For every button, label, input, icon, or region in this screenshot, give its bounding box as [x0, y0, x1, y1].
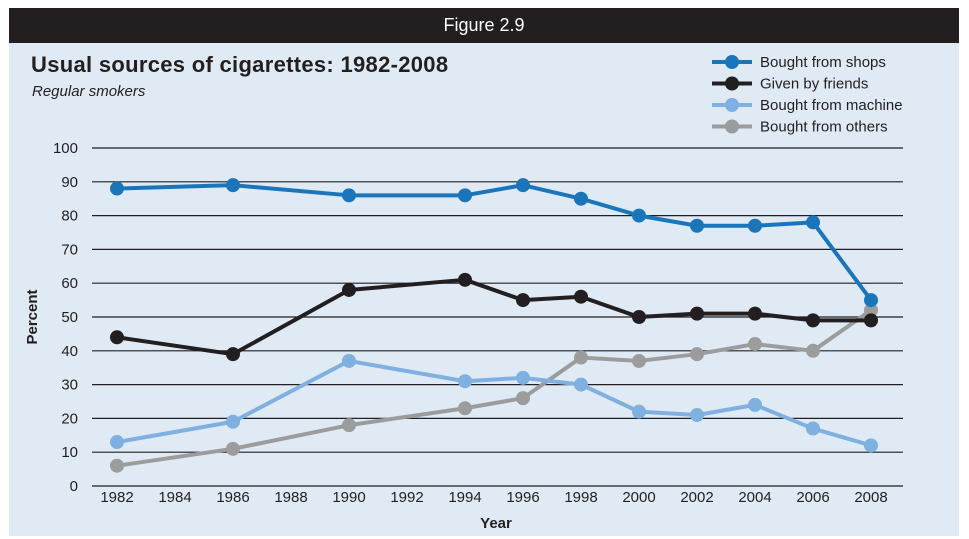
- x-tick-label: 1994: [448, 489, 481, 506]
- data-point-series-2: [690, 408, 704, 423]
- y-tick-label: 30: [61, 377, 78, 394]
- y-tick-label: 80: [61, 208, 78, 225]
- data-point-series-1: [632, 310, 646, 324]
- data-point-series-3: [516, 391, 530, 406]
- data-point-series-3: [748, 337, 762, 352]
- data-point-series-0: [574, 191, 588, 206]
- data-point-series-2: [110, 435, 124, 450]
- data-point-series-1: [458, 272, 472, 287]
- x-tick-label: 1992: [390, 489, 423, 506]
- data-point-series-1: [806, 313, 820, 328]
- figure-banner: Figure 2.9: [9, 8, 959, 43]
- chart-title: Usual sources of cigarettes: 1982-2008: [31, 52, 449, 77]
- data-point-series-2: [574, 377, 588, 392]
- data-point-series-0: [226, 178, 240, 193]
- y-tick-label: 40: [61, 343, 78, 360]
- chart-panel: [9, 8, 959, 536]
- legend-label: Bought from shops: [760, 54, 886, 71]
- data-point-series-2: [516, 370, 530, 385]
- data-point-series-3: [864, 303, 878, 318]
- legend-label: Bought from others: [760, 119, 888, 136]
- legend-swatch-marker: [725, 55, 739, 69]
- x-tick-label: 1988: [274, 489, 307, 506]
- x-tick-label: 1998: [564, 489, 597, 506]
- data-point-series-0: [748, 218, 762, 233]
- data-point-series-0: [110, 181, 124, 196]
- data-point-series-1: [110, 330, 124, 345]
- data-point-series-0: [342, 188, 356, 203]
- data-point-series-3: [690, 347, 704, 362]
- data-point-series-2: [748, 397, 762, 412]
- x-tick-label: 1986: [216, 489, 249, 506]
- legend-swatch-marker: [725, 98, 739, 112]
- legend-label: Given by friends: [760, 76, 868, 93]
- y-tick-label: 50: [61, 309, 78, 326]
- data-point-series-3: [110, 458, 124, 473]
- data-point-series-1: [574, 289, 588, 304]
- x-tick-label: 1984: [158, 489, 191, 506]
- y-tick-label: 70: [61, 241, 78, 258]
- data-point-series-1: [690, 306, 704, 321]
- data-point-series-3: [806, 343, 820, 358]
- data-point-series-0: [632, 208, 646, 223]
- data-point-series-1: [226, 347, 240, 362]
- data-point-series-2: [226, 414, 240, 429]
- data-point-series-2: [806, 421, 820, 436]
- y-tick-label: 90: [61, 174, 78, 191]
- data-point-series-1: [516, 293, 530, 308]
- data-point-series-3: [458, 401, 472, 416]
- chart-subtitle: Regular smokers: [32, 83, 146, 100]
- data-point-series-2: [342, 353, 356, 368]
- data-point-series-0: [864, 293, 878, 308]
- y-tick-label: 0: [70, 478, 78, 495]
- data-point-series-0: [516, 178, 530, 193]
- x-tick-label: 1982: [100, 489, 133, 506]
- x-tick-label: 2006: [796, 489, 829, 506]
- data-point-series-1: [864, 313, 878, 328]
- y-axis-title: Percent: [24, 289, 41, 344]
- legend-swatch-marker: [725, 119, 739, 134]
- data-point-series-3: [226, 441, 240, 456]
- series-line-3: [116, 308, 873, 468]
- y-tick-label: 10: [61, 444, 78, 461]
- data-point-series-2: [864, 438, 878, 453]
- x-axis-title: Year: [480, 515, 512, 532]
- data-point-series-3: [632, 353, 646, 368]
- y-tick-label: 20: [61, 410, 78, 427]
- data-point-series-3: [574, 350, 588, 365]
- y-tick-label: 100: [53, 140, 78, 157]
- data-point-series-0: [458, 188, 472, 203]
- legend-swatch-marker: [725, 76, 739, 91]
- data-point-series-2: [458, 374, 472, 389]
- data-point-series-1: [748, 306, 762, 321]
- legend-label: Bought from machine: [760, 97, 903, 114]
- data-point-series-2: [632, 404, 646, 419]
- x-tick-label: 2000: [622, 489, 655, 506]
- y-tick-label: 60: [61, 275, 78, 292]
- data-point-series-0: [690, 218, 704, 233]
- x-tick-label: 2002: [680, 489, 713, 506]
- x-tick-label: 1996: [506, 489, 539, 506]
- x-tick-label: 2008: [854, 489, 887, 506]
- data-point-series-0: [806, 215, 820, 230]
- data-point-series-3: [342, 418, 356, 433]
- data-point-series-1: [342, 282, 356, 297]
- x-tick-label: 2004: [738, 489, 771, 506]
- x-tick-label: 1990: [332, 489, 365, 506]
